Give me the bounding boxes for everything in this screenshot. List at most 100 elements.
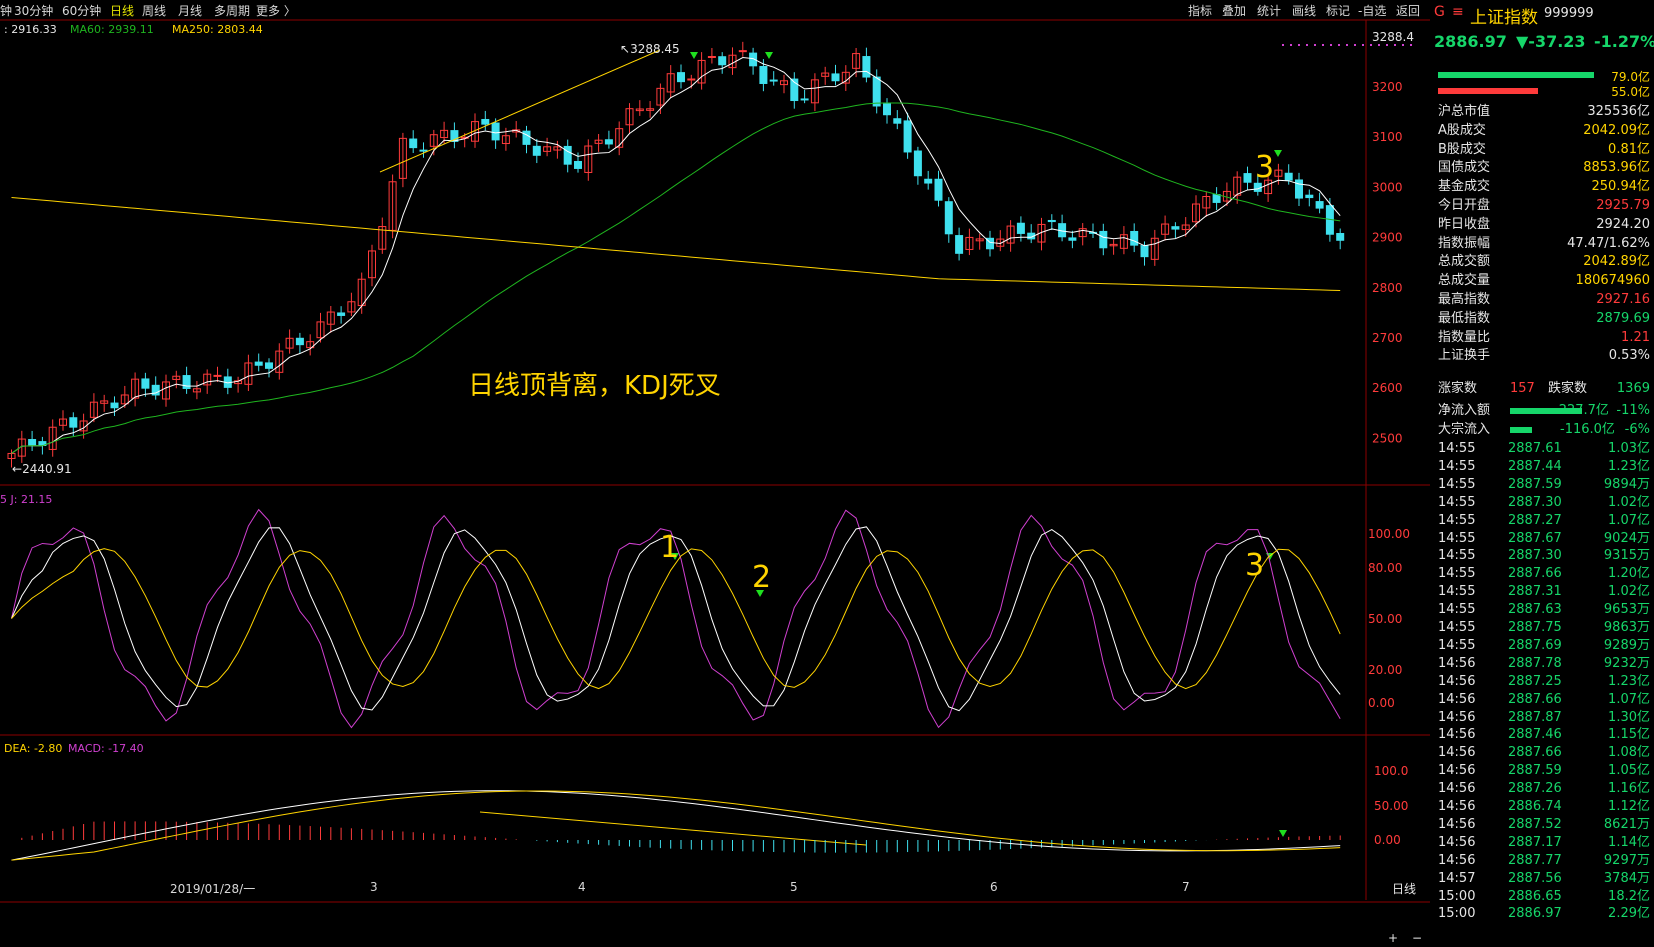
tick-row: 14:55 2887.66 1.20亿 [1438,566,1650,582]
candle-body [326,311,335,325]
candle-body [759,66,768,84]
index-code: 999999 [1544,6,1594,21]
candle-body [89,401,98,418]
dea-label: DEA: -2.80 [4,742,63,755]
trend-line-macd [479,811,867,846]
candle-body [1212,194,1221,203]
divergence-annotation: 日线顶背离，KDJ死叉 [468,371,721,401]
candle-body [1264,179,1273,195]
tick-row: 15:00 2886.65 18.2亿 [1438,888,1650,904]
stat-row: 指数振幅 47.47/1.62% [1438,235,1650,251]
macd-dea-line [11,790,1341,861]
stat-row: 国债成交 8853.96亿 [1438,160,1650,176]
tick-row: 14:55 2887.61 1.03亿 [1438,441,1650,456]
candle-body [738,50,747,53]
candle-body [1315,201,1324,209]
candle-body [1119,234,1128,249]
candle-body [903,120,912,153]
candle-body [398,137,407,179]
candle-body [265,362,273,369]
ma250-line [11,196,1341,292]
ma60-label: MA60: 2939.11 [70,23,154,36]
candle-body [481,118,490,125]
period-tab-1[interactable]: 30分钟 [14,4,54,18]
candle-body [1078,228,1087,238]
kdj-j-line [11,508,1341,729]
tool-button-5[interactable]: -自选 [1358,4,1387,18]
period-tab-3[interactable]: 日线 [110,4,135,18]
candle-body [563,145,572,165]
candle-body [934,178,943,201]
zoom-in-button[interactable]: + [1388,931,1399,945]
tool-button-4[interactable]: 标记 [1326,4,1351,18]
candle-body [409,138,418,149]
period-tab-5[interactable]: 月线 [178,4,203,18]
period-tab-2[interactable]: 60分钟 [62,4,102,18]
candle-body [913,150,922,177]
candle-body [944,201,953,235]
signal-arrow-icon [1279,830,1287,837]
price-tick: 2900 [1372,231,1403,245]
candle-body [666,73,675,93]
candle-body [831,73,840,82]
tick-row: 14:55 2887.75 9863万 [1438,620,1650,635]
candle-body [893,118,902,124]
stat-row: 今日开盘 2925.79 [1438,198,1650,213]
tool-button-3[interactable]: 画线 [1292,4,1317,18]
ma5-label: : 2916.33 [4,23,57,36]
period-tab-7[interactable]: 更多 〉 [256,4,296,18]
candle-body [131,378,140,399]
trend-line-price [379,49,661,173]
annotation-mark-3-kdj: 3 [1245,548,1265,583]
candle-body [594,139,603,144]
candle-body [182,375,191,389]
tick-row: 14:55 2887.69 9289万 [1438,637,1650,653]
volume-bar-red [1438,88,1538,94]
candle-body [110,402,119,409]
menu-icon[interactable]: ≡ [1452,4,1464,20]
candle-body [1109,243,1118,247]
candle-body [635,108,644,112]
period-tab-0[interactable]: 钟 [0,4,13,18]
candle-body [471,121,479,142]
stat-row: 沪总市值 325536亿 [1438,104,1650,119]
signal-arrow-icon [671,553,679,560]
candle-body [491,122,500,141]
candle-body [368,250,376,279]
macd-tick: 50.00 [1374,799,1408,813]
candle-body [1202,195,1211,209]
tool-button-2[interactable]: 统计 [1257,4,1282,18]
tool-button-6[interactable]: 返回 [1396,4,1421,18]
candle-body [1305,194,1314,199]
volume-bar-value-2: 55.0亿 [1611,85,1650,99]
stat-row: B股成交 0.81亿 [1438,141,1650,157]
chart-area[interactable]: 3288.43200310030002900280027002600250010… [0,0,1430,947]
stat-row: 总成交额 2042.89亿 [1438,254,1650,270]
kdj-k-line [11,526,1341,712]
candle-body [924,178,933,184]
date-tick: 6 [990,880,998,894]
tool-button-1[interactable]: 叠加 [1222,4,1247,18]
date-tick: 7 [1182,880,1190,894]
stat-row: 基金成交 250.94亿 [1438,179,1650,195]
date-tick: 5 [790,880,798,894]
zoom-out-button[interactable]: − [1412,931,1423,945]
annotation-mark-2: 2 [752,560,772,595]
candle-body [120,394,129,405]
quote-panel: G ≡ 上证指数 999999 2886.97 ▼-37.23 -1.27% 7… [1430,0,1654,947]
g-icon[interactable]: G [1434,4,1445,20]
tool-button-0[interactable]: 指标 [1188,4,1213,18]
period-tab-6[interactable]: 多周期 [214,4,251,18]
candle-body [79,420,88,432]
candle-body [1130,230,1139,246]
index-name: 上证指数 [1470,8,1538,28]
kdj-tick: 100.00 [1368,527,1410,541]
period-tab-4[interactable]: 周线 [142,4,167,18]
candle-body [532,145,541,156]
price-tick: 3200 [1372,80,1403,94]
candle-body [718,56,727,66]
candle-body [553,146,562,151]
date-tick: 4 [578,880,586,894]
tick-row: 14:56 2887.78 9232万 [1438,655,1650,671]
kdj-tick: 50.00 [1368,612,1402,626]
